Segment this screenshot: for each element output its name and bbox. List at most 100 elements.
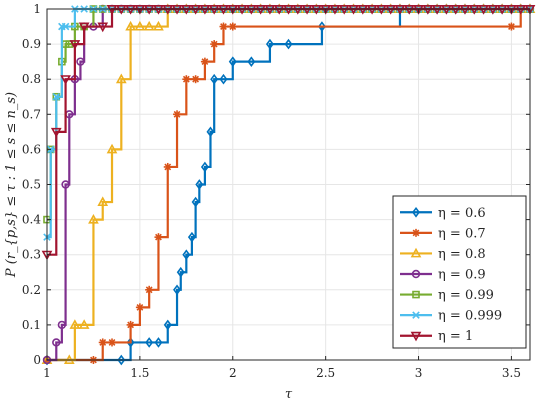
legend-item: η = 0.7 xyxy=(400,226,486,241)
data-point-marker xyxy=(182,75,191,84)
data-point-marker xyxy=(143,20,155,31)
data-point-marker xyxy=(126,320,135,329)
data-point-marker xyxy=(411,269,421,279)
legend-label: η = 0.8 xyxy=(438,247,486,262)
legend-item: η = 0.9 xyxy=(400,268,486,283)
legend-label: η = 1 xyxy=(438,329,473,344)
data-point-marker xyxy=(412,206,420,218)
data-point-marker xyxy=(52,338,61,347)
y-tick-label: 0.1 xyxy=(22,318,41,332)
y-tick-label: 0.7 xyxy=(22,107,41,121)
data-point-marker xyxy=(163,162,172,171)
x-tick-label: 3.5 xyxy=(502,366,521,380)
data-point-marker xyxy=(78,319,90,329)
legend-box xyxy=(392,195,527,349)
data-point-marker xyxy=(247,56,256,67)
data-point-marker xyxy=(117,354,126,366)
data-point-marker xyxy=(52,92,61,101)
data-point-marker xyxy=(115,73,127,84)
data-point-marker xyxy=(173,110,182,119)
legend: η = 0.6 η = 0.7 η = 0.8 η = 0.9 η = 0.99 η = … xyxy=(392,195,527,349)
data-point-marker xyxy=(228,22,237,31)
y-tick-label: 0.4 xyxy=(22,213,41,227)
data-point-marker xyxy=(200,161,209,173)
series-line xyxy=(47,7,530,256)
data-point-marker xyxy=(191,75,200,84)
y-tick-label: 0.9 xyxy=(22,37,41,51)
data-point-marker xyxy=(60,75,71,85)
data-point-marker xyxy=(61,22,70,31)
data-point-marker xyxy=(88,213,99,224)
data-point-marker xyxy=(410,247,422,258)
data-point-marker xyxy=(134,20,146,31)
data-point-marker xyxy=(206,126,215,138)
data-point-marker xyxy=(126,337,135,348)
data-point-marker xyxy=(78,22,90,33)
data-point-marker xyxy=(106,143,118,154)
y-tick-label: 0.6 xyxy=(22,142,41,156)
data-point-marker xyxy=(200,57,209,66)
y-tick-label: 0.5 xyxy=(22,178,41,192)
legend-item: η = 0.8 xyxy=(400,247,486,262)
data-point-marker xyxy=(412,311,420,319)
legend-item: η = 0.6 xyxy=(400,206,486,221)
data-point-marker xyxy=(61,180,70,189)
axis-ticks: 1 1.5 2 2.5 3 3.5 0 0.1 0.2 0.3 0.4 0.5 0.6 0.7 0.8 0.9… xyxy=(22,2,530,380)
data-point-marker xyxy=(50,127,62,138)
data-point-marker xyxy=(173,284,182,296)
data-point-marker xyxy=(210,40,219,49)
data-point-marker xyxy=(412,228,420,237)
legend-label: η = 0.99 xyxy=(438,288,494,303)
y-axis-label: P (r_{p,s} ≤ τ : 1 ≤ s ≤ n_s) xyxy=(4,92,19,278)
data-point-marker xyxy=(412,290,420,299)
data-point-marker xyxy=(76,57,85,66)
data-point-marker xyxy=(228,56,237,67)
y-tick-label: 0.2 xyxy=(22,283,41,297)
legend-item: η = 1 xyxy=(400,329,473,344)
data-point-marker xyxy=(210,73,219,85)
data-point-marker xyxy=(284,38,293,50)
legend-label: η = 0.999 xyxy=(438,309,502,324)
data-point-marker xyxy=(219,73,228,85)
data-point-marker xyxy=(410,331,422,342)
legend-item: η = 0.999 xyxy=(400,309,502,324)
data-point-marker xyxy=(57,320,67,330)
data-point-marker xyxy=(176,266,185,278)
data-point-marker xyxy=(317,21,326,32)
x-tick-label: 1 xyxy=(43,366,51,380)
data-point-marker xyxy=(145,337,154,348)
data-point-marker xyxy=(507,22,516,31)
legend-label: η = 0.7 xyxy=(438,226,486,241)
data-point-marker xyxy=(135,303,144,312)
x-tick-label: 1.5 xyxy=(130,366,149,380)
x-axis-label: τ xyxy=(285,387,293,402)
data-point-marker xyxy=(97,196,109,207)
data-point-marker xyxy=(125,20,136,31)
y-tick-label: 0 xyxy=(33,353,41,367)
data-point-marker xyxy=(219,22,228,31)
data-point-marker xyxy=(153,20,164,31)
data-point-marker xyxy=(191,196,200,208)
legend-label: η = 0.9 xyxy=(438,268,486,283)
x-tick-label: 3 xyxy=(415,366,423,380)
data-point-marker xyxy=(69,319,81,329)
data-point-marker xyxy=(187,231,196,243)
data-point-marker xyxy=(265,38,274,50)
y-tick-label: 0.3 xyxy=(22,248,41,262)
data-point-marker xyxy=(163,319,172,331)
data-point-marker xyxy=(108,338,117,347)
data-point-marker xyxy=(154,337,163,348)
y-tick-label: 0.8 xyxy=(22,72,41,86)
legend-label: η = 0.6 xyxy=(438,206,486,221)
x-tick-label: 2.5 xyxy=(316,366,335,380)
legend-item: η = 0.99 xyxy=(400,288,494,303)
data-point-marker xyxy=(97,22,109,33)
data-point-marker xyxy=(182,249,191,261)
data-point-marker xyxy=(195,179,204,190)
data-point-marker xyxy=(98,338,107,347)
data-point-marker xyxy=(69,40,81,50)
y-tick-label: 1 xyxy=(33,2,41,16)
data-point-marker xyxy=(145,285,154,294)
x-tick-label: 2 xyxy=(229,366,237,380)
